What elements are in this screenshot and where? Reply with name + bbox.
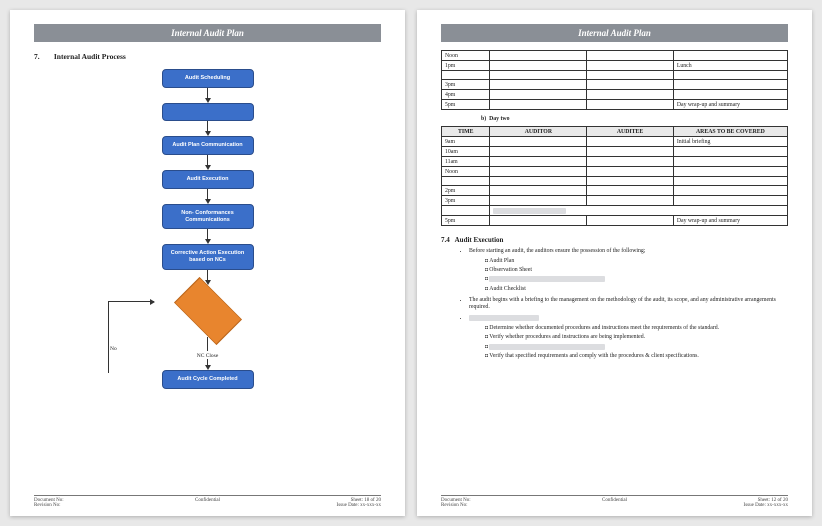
subsection-heading: 7.4 Audit Execution	[441, 236, 788, 244]
loop-line	[108, 301, 154, 373]
flow-node-blank	[162, 103, 254, 121]
table-row: 5pmDay wrap-up and summary	[442, 216, 788, 226]
section-number: 7.	[34, 52, 52, 61]
section-title-text: Internal Audit Process	[54, 52, 126, 61]
flow-connector	[205, 189, 211, 204]
sub-bullet-item: xxxxxxxxxxxxxxxxxxxxxxxxxxxxxxxxxxxxxxxx	[485, 344, 788, 352]
bullet-item: xxxxxxxxxxxxxxxxxxxxxxxxDetermine whethe…	[469, 315, 788, 361]
flowchart: Audit Scheduling Audit Plan Communicatio…	[34, 69, 381, 389]
table-row: Noon	[442, 167, 788, 177]
page-left: Internal Audit Plan 7. Internal Audit Pr…	[10, 10, 405, 516]
flow-node-execution: Audit Execution	[162, 170, 254, 189]
table-row: 4pm	[442, 90, 788, 100]
table-header: AREAS TO BE COVERED	[673, 127, 787, 137]
subsection-number: 7.4	[441, 236, 450, 244]
flow-connector	[205, 121, 211, 136]
footer-confidential: Confidential	[557, 498, 673, 508]
flow-connector	[205, 359, 211, 370]
flow-connector	[205, 155, 211, 170]
sub-bullet-list: Audit PlanObservation Sheetxxxxxxxxxxxxx…	[485, 258, 788, 294]
bullet-item: The audit begins with a briefing to the …	[469, 297, 788, 313]
loop-arrow-icon	[150, 299, 155, 305]
table-header: TIME	[442, 127, 490, 137]
sub-bullet-item: Audit Plan	[485, 258, 788, 266]
footer-confidential: Confidential	[150, 498, 266, 508]
schedule-table-day2: TIMEAUDITORAUDITEEAREAS TO BE COVERED 9a…	[441, 126, 788, 226]
footer-rev-no: Revision No:	[34, 503, 150, 508]
table-row: Noon	[442, 51, 788, 61]
sub-bullet-list: Determine whether documented procedures …	[485, 325, 788, 361]
sub-bullet-item: xxxxxxxxxxxxxxxxxxxxxxxxxxxxxxxxxxxxxxxx	[485, 276, 788, 284]
footer-rev-no: Revision No:	[441, 503, 557, 508]
page-footer: Document No: Revision No: Confidential S…	[441, 495, 788, 508]
table-row: 1pmLunch	[442, 61, 788, 71]
day-two-caption: b) Day two	[481, 116, 788, 122]
table-row: 9amInitial briefing	[442, 137, 788, 147]
bullet-item: Before starting an audit, the auditors e…	[469, 248, 788, 294]
sub-bullet-item: Determine whether documented procedures …	[485, 325, 788, 333]
section-heading: 7. Internal Audit Process	[34, 52, 381, 61]
sub-bullet-item: Observation Sheet	[485, 267, 788, 275]
table-header: AUDITOR	[490, 127, 587, 137]
table-header: AUDITEE	[587, 127, 674, 137]
flow-node-scheduling: Audit Scheduling	[162, 69, 254, 88]
sub-bullet-item: Audit Checklist	[485, 286, 788, 294]
table-row: 11am	[442, 157, 788, 167]
flow-connector	[205, 88, 211, 103]
schedule-table-day1-cont: Noon1pmLunch 3pm4pm5pmDay wrap-up and sum…	[441, 50, 788, 110]
flow-node-nc-comm: Non- Conformances Communications	[162, 204, 254, 230]
table-row: 2pm	[442, 186, 788, 196]
page-right: Internal Audit Plan Noon1pmLunch3pm4pm5p…	[417, 10, 812, 516]
flow-connector	[205, 229, 211, 244]
table-row: 5pmDay wrap-up and summary	[442, 100, 788, 110]
table-row: 3pm	[442, 80, 788, 90]
banner-title: Internal Audit Plan	[34, 24, 381, 42]
flow-node-plan-comm: Audit Plan Communication	[162, 136, 254, 155]
banner-title: Internal Audit Plan	[441, 24, 788, 42]
subsection-title: Audit Execution	[455, 236, 504, 244]
sub-bullet-item: Verify that specified requirements and c…	[485, 353, 788, 361]
sub-bullet-item: Verify whether procedures and instructio…	[485, 334, 788, 342]
flow-node-corrective: Corrective Action Execution based on NCs	[162, 244, 254, 270]
no-label: No	[110, 346, 117, 352]
flow-decision	[148, 285, 268, 337]
flow-node-completed: Audit Cycle Completed	[162, 370, 254, 389]
page-footer: Document No: Revision No: Confidential S…	[34, 495, 381, 508]
footer-issue: Issue Date: xx-xxx-xx	[265, 503, 381, 508]
table-row: 10am	[442, 147, 788, 157]
bullet-list: Before starting an audit, the auditors e…	[469, 248, 788, 361]
flow-connector	[207, 337, 208, 351]
table-row: xxxxxxxxxxxxxxxxxxxxxxxxx	[442, 206, 788, 216]
table-row: 3pm	[442, 196, 788, 206]
footer-issue: Issue Date: xx-xxx-xx	[672, 503, 788, 508]
